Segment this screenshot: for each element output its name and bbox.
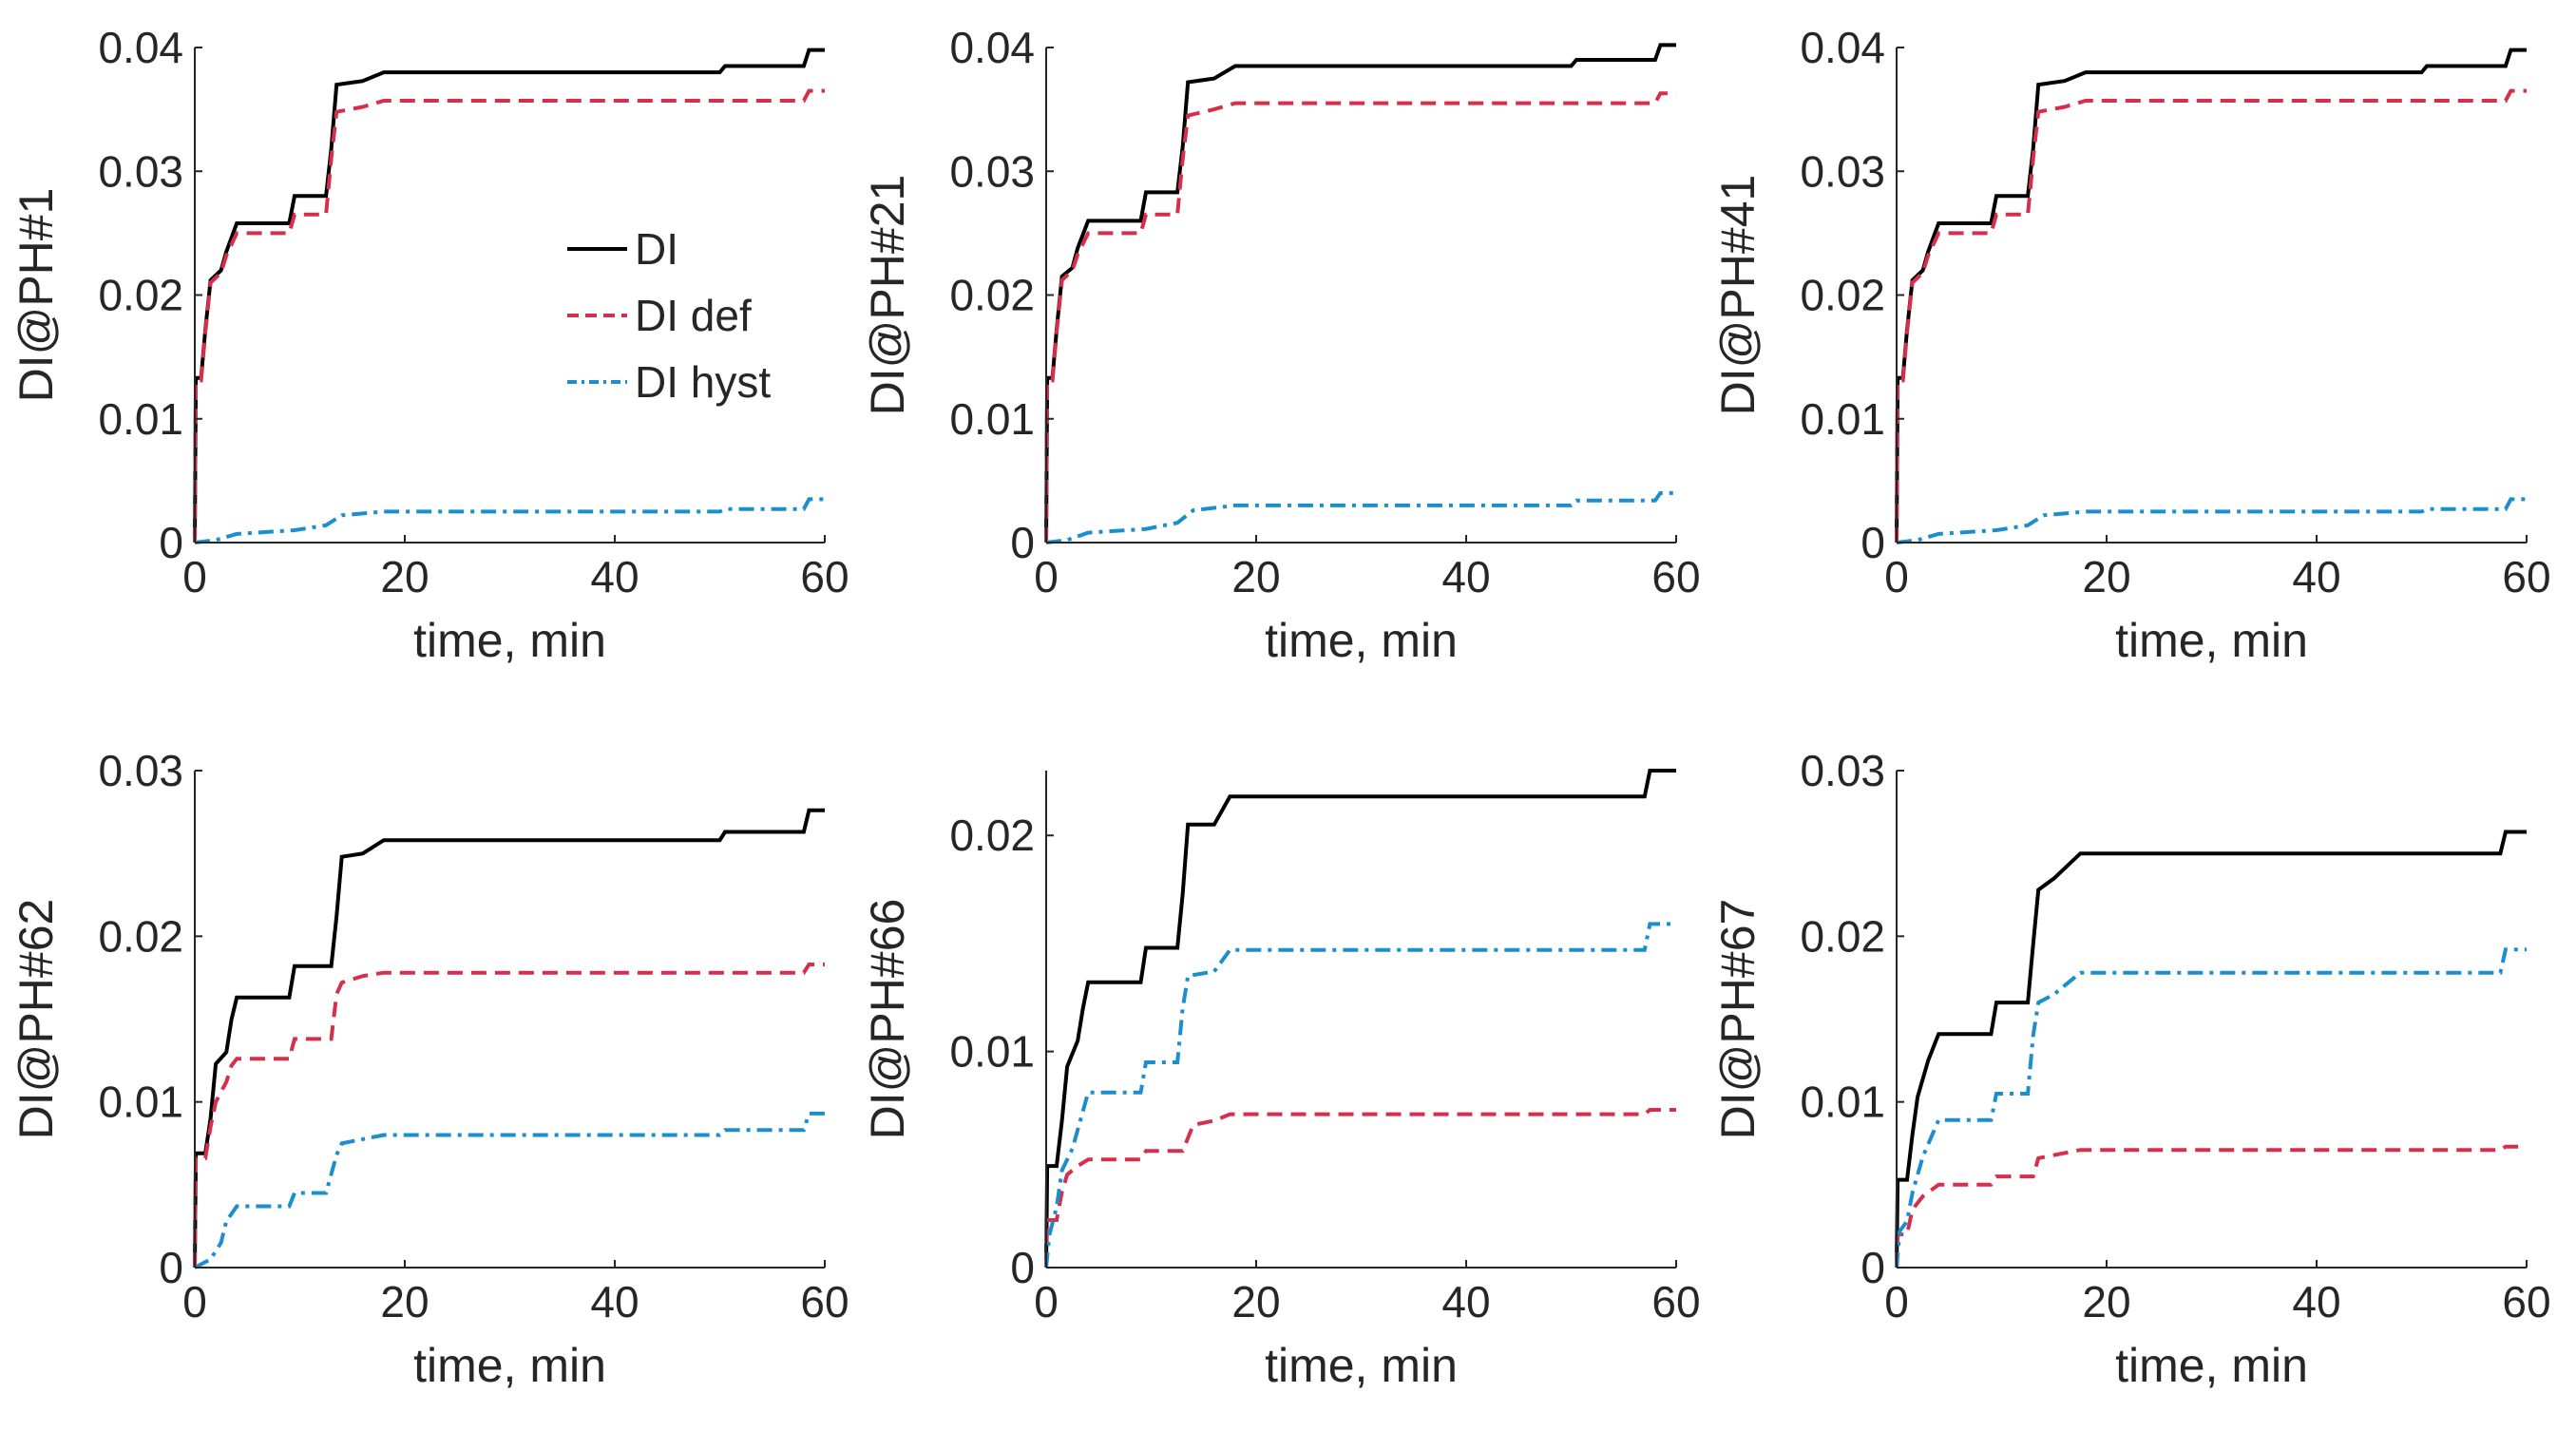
x-axis-label: time, min: [2115, 1339, 2308, 1392]
y-axis-label: DI@PH#66: [861, 899, 914, 1140]
y-tick-label: 0.01: [1800, 1078, 1885, 1127]
y-tick-label: 0.01: [1800, 394, 1885, 444]
x-tick-label: 40: [590, 1277, 639, 1326]
y-tick-label: 0.01: [98, 1078, 183, 1127]
x-tick-label: 20: [1231, 552, 1280, 601]
x-tick-label: 40: [1441, 1277, 1490, 1326]
y-tick-label: 0: [1010, 518, 1035, 567]
y-axis-label: DI@PH#62: [10, 899, 63, 1140]
x-axis-label: time, min: [413, 1339, 606, 1392]
y-axis-label: DI@PH#21: [861, 175, 914, 416]
x-tick-label: 40: [2292, 1277, 2340, 1326]
y-tick-label: 0.02: [949, 811, 1035, 860]
x-tick-label: 20: [2082, 1277, 2130, 1326]
x-tick-label: 60: [800, 1277, 849, 1326]
x-tick-label: 40: [1441, 552, 1490, 601]
x-tick-label: 0: [1034, 1277, 1059, 1326]
x-tick-label: 20: [2082, 552, 2130, 601]
x-axis-label: time, min: [413, 614, 606, 667]
x-axis-label: time, min: [2115, 614, 2308, 667]
legend-label: DI hyst: [635, 357, 771, 407]
series-line-di: [193, 808, 825, 1269]
x-axis-label: time, min: [1265, 614, 1458, 667]
legend-label: DI def: [635, 291, 752, 340]
panel-1: 0 20 40 60 0 0.01 0.02 0.03 0.04 time, min DI@PH#1: [10, 23, 849, 667]
x-tick-label: 0: [182, 1277, 207, 1326]
y-tick-label: 0.03: [949, 146, 1035, 196]
y-axis-label: DI@PH#1: [10, 188, 63, 403]
series-line-di-def: [1044, 91, 1676, 544]
y-tick-label: 0: [1860, 1243, 1885, 1292]
series-line-di-hyst: [194, 497, 825, 544]
panel-2: 0 20 40 60 0 0.01 0.02 0.03 0.04 time, min DI@PH#2…: [861, 23, 1701, 667]
series-line-di: [1895, 48, 2527, 544]
y-tick-label: 0.03: [98, 746, 183, 795]
panel-3: 0 20 40 60 0 0.01 0.02 0.03 0.04 time, min DI@PH#4…: [1711, 23, 2551, 667]
x-tick-label: 60: [1651, 1277, 1700, 1326]
y-tick-label: 0.04: [949, 23, 1035, 72]
y-tick-label: 0.04: [98, 23, 183, 72]
series-line-di-def: [193, 963, 825, 1269]
series-line-di-def: [1895, 1144, 2527, 1269]
y-axis-label: DI@PH#41: [1711, 175, 1765, 416]
y-tick-label: 0.01: [98, 394, 183, 444]
y-tick-label: 0.02: [1800, 911, 1885, 961]
x-tick-label: 40: [590, 552, 639, 601]
series-line-di-hyst: [1045, 490, 1676, 544]
x-tick-label: 60: [2502, 1277, 2550, 1326]
x-tick-label: 60: [800, 552, 849, 601]
series-line-di-def: [1044, 1108, 1676, 1269]
series-line-di: [1895, 830, 2527, 1269]
x-tick-label: 0: [1034, 552, 1059, 601]
x-tick-label: 40: [2292, 552, 2340, 601]
y-tick-label: 0.03: [1800, 746, 1885, 795]
legend-label: DI: [635, 224, 678, 274]
y-tick-label: 0: [1860, 518, 1885, 567]
series-line-di: [1044, 43, 1676, 544]
series-line-di-hyst: [194, 1111, 825, 1269]
x-tick-label: 20: [1231, 1277, 1280, 1326]
panel-6: 0 20 40 60 0 0.01 0.02 0.03 time, min DI@PH#67: [1711, 746, 2551, 1392]
y-tick-label: 0: [159, 1243, 183, 1292]
series-line-di-hyst: [1895, 947, 2527, 1269]
y-tick-label: 0: [159, 518, 183, 567]
panel-4: 0 20 40 60 0 0.01 0.02 0.03 time, min DI@PH#62: [10, 746, 849, 1392]
x-tick-label: 0: [1884, 1277, 1909, 1326]
x-tick-label: 0: [182, 552, 207, 601]
x-tick-label: 60: [1651, 552, 1700, 601]
y-tick-label: 0: [1010, 1243, 1035, 1292]
y-tick-label: 0.01: [949, 394, 1035, 444]
series-line-di-def: [1895, 88, 2527, 544]
x-tick-label: 20: [380, 1277, 429, 1326]
y-tick-label: 0.02: [1800, 271, 1885, 320]
panel-5: 0 20 40 60 0 0.01 0.02 time, min DI@PH#66: [861, 769, 1701, 1392]
y-tick-label: 0.03: [98, 146, 183, 196]
x-axis-label: time, min: [1265, 1339, 1458, 1392]
legend: DI DI def DI hyst: [567, 224, 771, 407]
x-tick-label: 60: [2502, 552, 2550, 601]
y-tick-label: 0.02: [98, 271, 183, 320]
series-line-di-hyst: [1896, 497, 2527, 544]
x-tick-label: 20: [380, 552, 429, 601]
y-tick-label: 0.01: [949, 1027, 1035, 1077]
y-axis-label: DI@PH#67: [1711, 899, 1765, 1140]
x-tick-label: 0: [1884, 552, 1909, 601]
y-tick-label: 0.04: [1800, 23, 1885, 72]
series-line-di: [1044, 769, 1676, 1269]
y-tick-label: 0.03: [1800, 146, 1885, 196]
series-line-di-def: [193, 88, 825, 544]
y-tick-label: 0.02: [949, 271, 1035, 320]
y-tick-label: 0.02: [98, 911, 183, 961]
